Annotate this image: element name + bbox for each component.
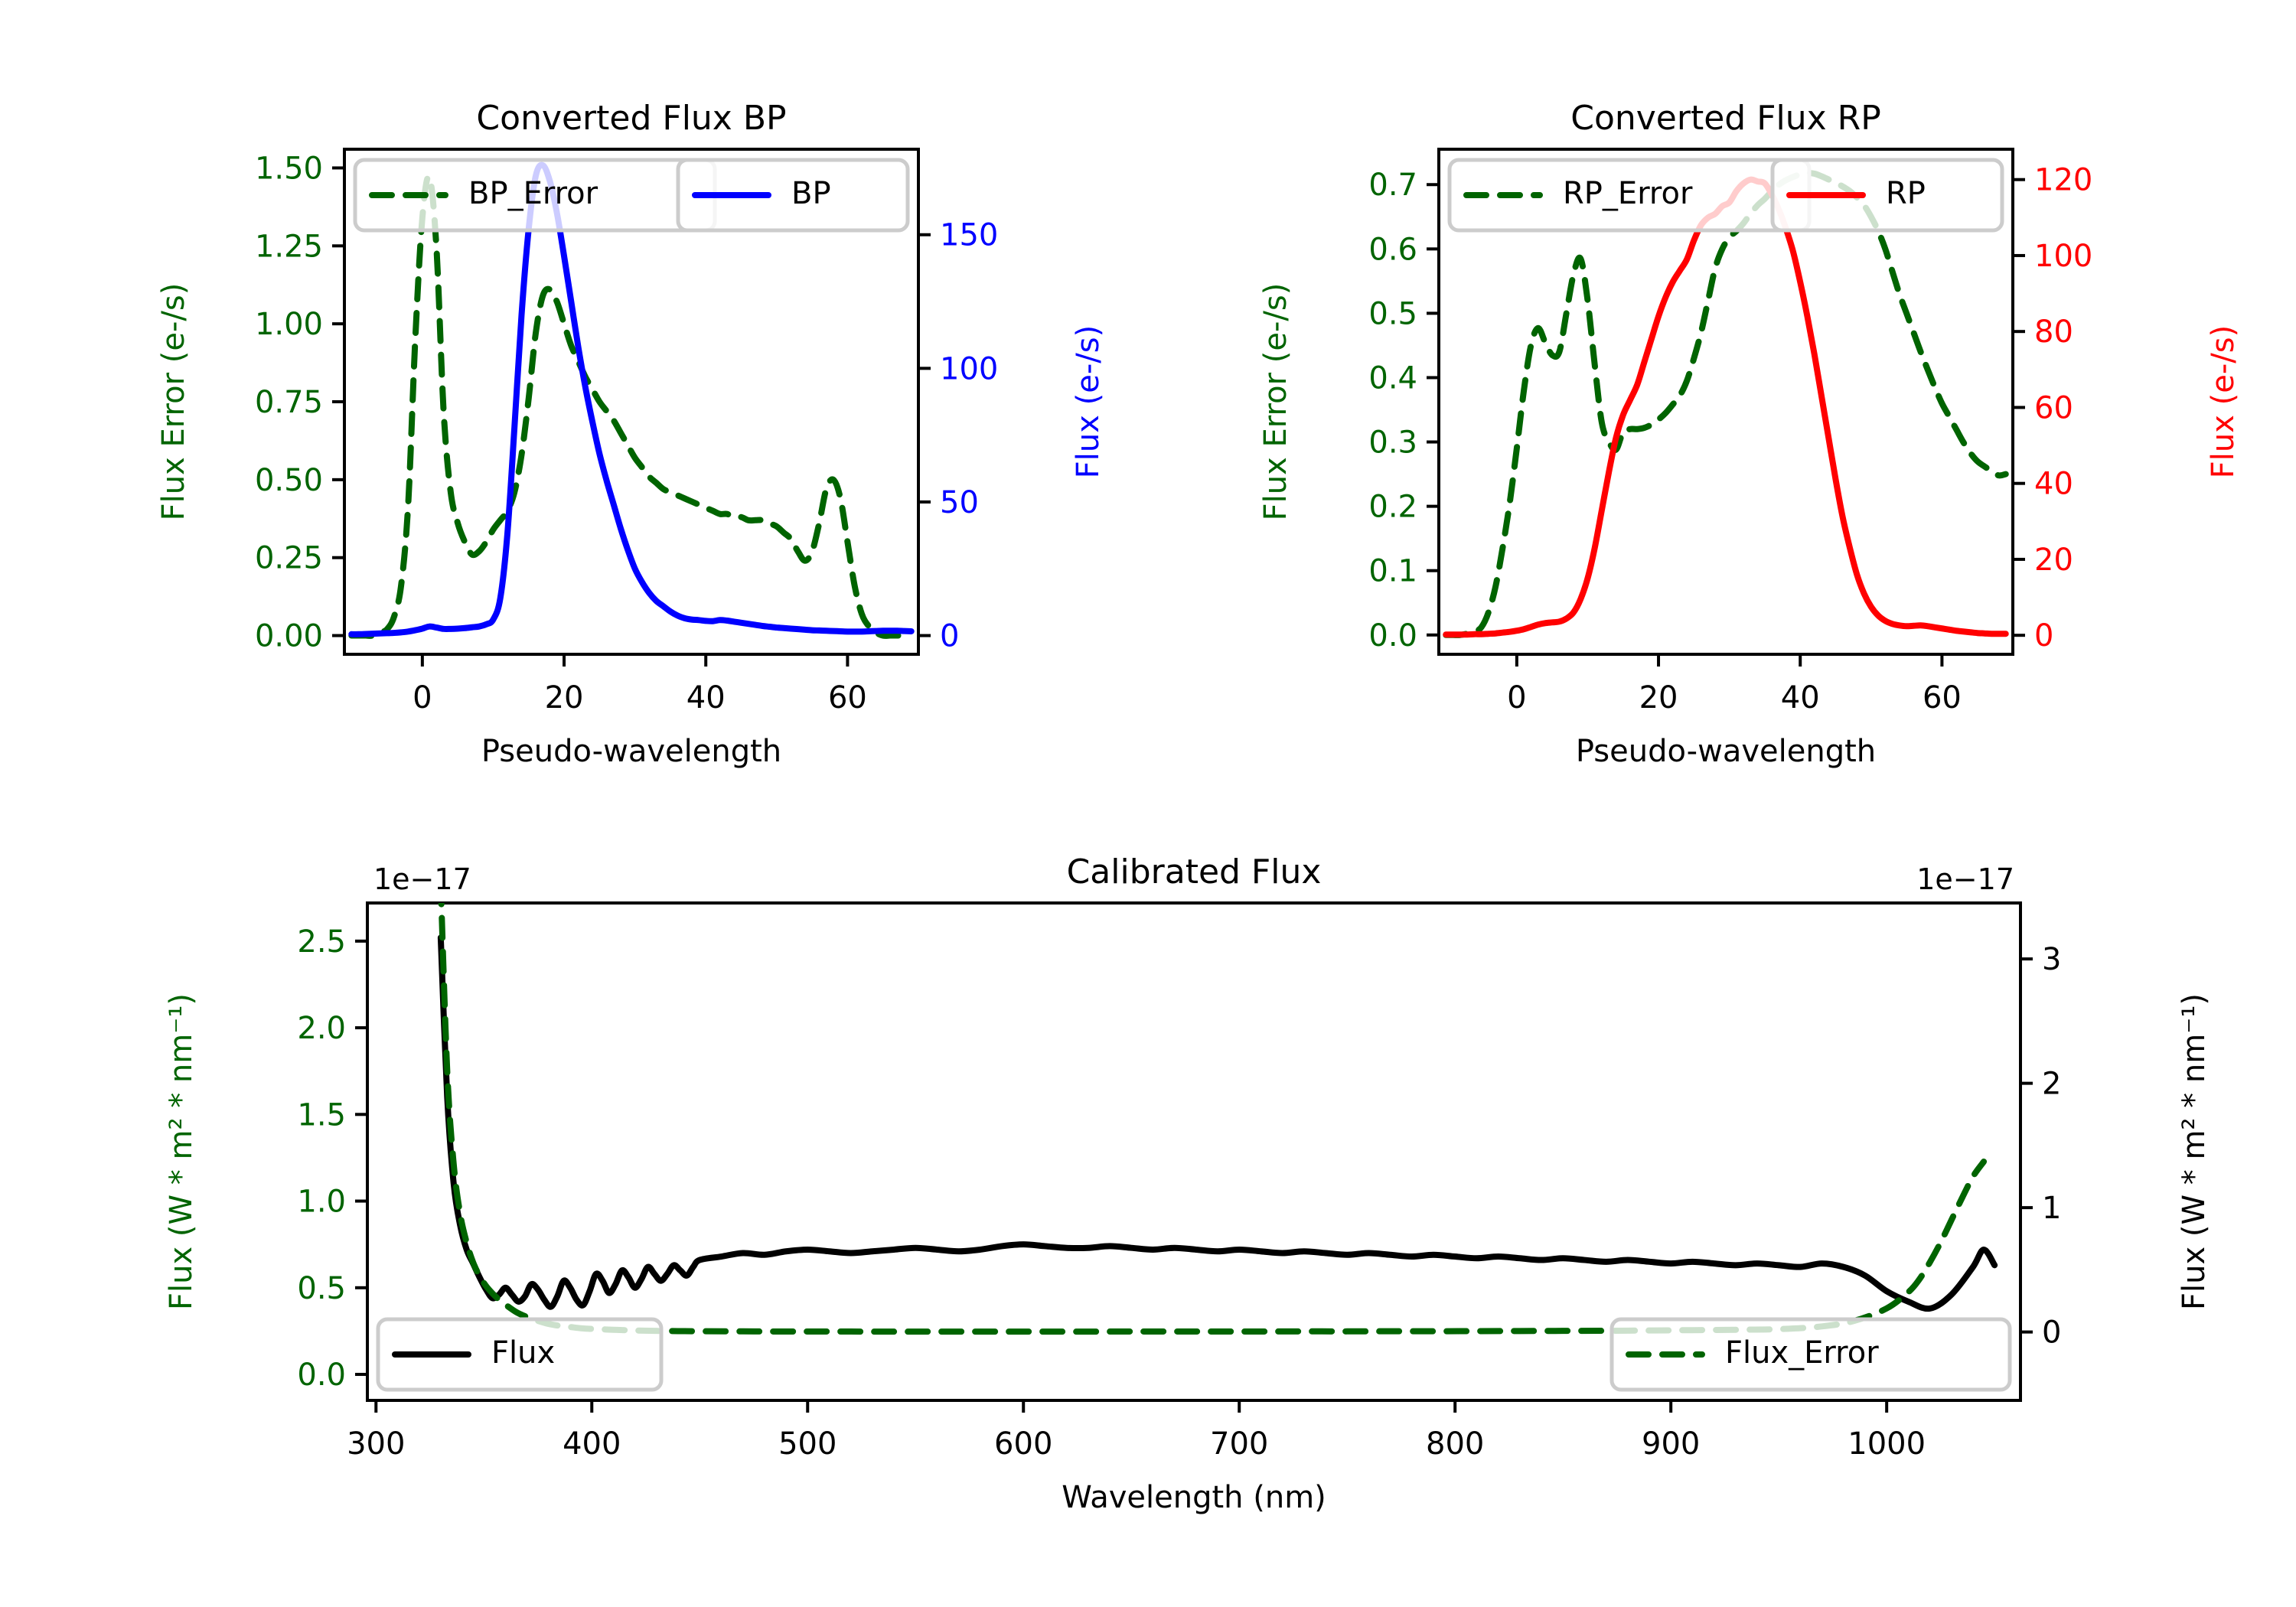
x-tick-label: 700 xyxy=(1210,1426,1268,1462)
y-tick-label-left: 0.25 xyxy=(255,541,323,576)
subplot-calibrated-flux: Calibrated Flux 300 400 500 600 700 800 900 1000… xyxy=(138,842,2250,1576)
y-tick-label-right: 80 xyxy=(2034,315,2073,350)
chart-title: Converted Flux RP xyxy=(1570,99,1881,138)
y-tick-label-left: 0.75 xyxy=(255,385,323,420)
y-axis-label-right: Flux (e-/s) xyxy=(2206,325,2241,478)
y-tick-label-left: 0.6 xyxy=(1368,232,1417,267)
y-tick-label-left: 0.3 xyxy=(1368,425,1417,461)
y-tick-label-left: 1.25 xyxy=(255,229,323,264)
y-tick-label-left: 0.2 xyxy=(1368,490,1417,525)
x-axis-label: Wavelength (nm) xyxy=(1062,1480,1326,1515)
x-tick-label: 40 xyxy=(687,680,726,715)
y-tick-label-right: 0 xyxy=(2034,618,2053,654)
y-tick-label-right: 0 xyxy=(2042,1315,2061,1351)
y-axis-label-left: Flux Error (e-/s) xyxy=(1258,283,1293,521)
y-tick-label-left: 0.1 xyxy=(1368,554,1417,589)
y-tick-label-right: 1 xyxy=(2042,1191,2061,1226)
y-tick-label-left: 0.7 xyxy=(1368,168,1417,203)
y-tick-label-left: 0.50 xyxy=(255,463,323,498)
y-tick-label-right: 60 xyxy=(2034,390,2073,425)
y-tick-label-right: 150 xyxy=(940,218,998,253)
x-tick-label: 800 xyxy=(1426,1426,1484,1462)
x-tick-label: 0 xyxy=(413,680,432,715)
y-tick-label-right: 2 xyxy=(2042,1067,2061,1102)
x-tick-label: 40 xyxy=(1781,680,1820,715)
y-tick-label-left: 0.5 xyxy=(297,1271,346,1306)
y-tick-label-right: 100 xyxy=(940,351,998,386)
series-rp_error xyxy=(1443,170,2009,638)
legend-label: Flux_Error xyxy=(1725,1335,1879,1371)
y-tick-label-right: 40 xyxy=(2034,467,2073,502)
y-axis-label-right: Flux (e-/s) xyxy=(1071,325,1106,478)
y-tick-label-left: 0.5 xyxy=(1368,296,1417,331)
legend-rp_error[interactable]: RP_Error xyxy=(1447,158,1812,233)
offset-text-left: 1e−17 xyxy=(373,862,471,896)
x-tick-label: 20 xyxy=(545,680,584,715)
y-tick-label-right: 0 xyxy=(940,619,959,654)
chart-title: Converted Flux BP xyxy=(476,99,786,138)
legend-bp[interactable]: BP xyxy=(676,158,910,233)
x-tick-label: 0 xyxy=(1507,680,1526,715)
plot-frame xyxy=(1437,148,2014,656)
legend-bp_error[interactable]: BP_Error xyxy=(353,158,717,233)
x-tick-label: 900 xyxy=(1642,1426,1700,1462)
series-flux xyxy=(437,934,1998,1312)
y-axis-label-right: Flux (W * m² * nm⁻¹) xyxy=(2177,993,2212,1310)
legend-flux_error[interactable]: Flux_Error xyxy=(1609,1317,2012,1392)
y-tick-label-left: 1.00 xyxy=(255,307,323,342)
x-axis-label: Pseudo-wavelength xyxy=(1576,734,1876,769)
y-axis-label-left: Flux Error (e-/s) xyxy=(156,283,191,521)
legend-label: BP_Error xyxy=(468,176,598,211)
x-axis-label: Pseudo-wavelength xyxy=(481,734,781,769)
x-tick-label: 60 xyxy=(1923,680,1962,715)
y-tick-label-left: 0.4 xyxy=(1368,360,1417,396)
y-tick-label-left: 0.0 xyxy=(297,1358,346,1393)
y-tick-label-left: 0.0 xyxy=(1368,618,1417,654)
x-tick-label: 60 xyxy=(828,680,867,715)
chart-title: Calibrated Flux xyxy=(1067,852,1322,892)
x-tick-label: 1000 xyxy=(1848,1426,1926,1462)
subplot-converted-flux-bp: Converted Flux BP 0 20 40 60 Pseudo-wavelengt… xyxy=(138,92,1133,819)
x-tick-label: 300 xyxy=(347,1426,405,1462)
y-tick-label-left: 1.50 xyxy=(255,151,323,186)
y-tick-label-right: 120 xyxy=(2034,163,2092,198)
x-tick-label: 500 xyxy=(778,1426,837,1462)
legend-flux[interactable]: Flux xyxy=(376,1317,664,1392)
subplot-converted-flux-rp: Converted Flux RP 0 20 40 60 Pseudo-wavelengt… xyxy=(1255,92,2250,819)
offset-text-right: 1e−17 xyxy=(1916,862,2014,896)
legend-label: RP_Error xyxy=(1563,176,1693,211)
x-tick-label: 400 xyxy=(563,1426,621,1462)
y-tick-label-left: 2.0 xyxy=(297,1011,346,1046)
y-tick-label-left: 1.5 xyxy=(297,1097,346,1133)
legend-label: BP xyxy=(791,176,831,211)
y-tick-label-left: 0.00 xyxy=(255,619,323,654)
x-tick-label: 20 xyxy=(1639,680,1678,715)
y-tick-label-right: 3 xyxy=(2042,942,2061,977)
legend-label: Flux xyxy=(491,1335,555,1371)
y-tick-label-left: 1.0 xyxy=(297,1185,346,1220)
x-tick-label: 600 xyxy=(994,1426,1052,1462)
y-tick-label-right: 100 xyxy=(2034,239,2092,274)
y-tick-label-left: 2.5 xyxy=(297,924,346,960)
series-bp xyxy=(348,161,915,637)
y-tick-label-right: 50 xyxy=(940,485,979,520)
legend-rp[interactable]: RP xyxy=(1770,158,2004,233)
plot-frame xyxy=(366,901,2022,1402)
legend-label: RP xyxy=(1886,176,1926,211)
y-tick-label-right: 20 xyxy=(2034,543,2073,578)
series-bp_error xyxy=(348,173,915,639)
y-axis-label-left: Flux (W * m² * nm⁻¹) xyxy=(164,993,199,1310)
